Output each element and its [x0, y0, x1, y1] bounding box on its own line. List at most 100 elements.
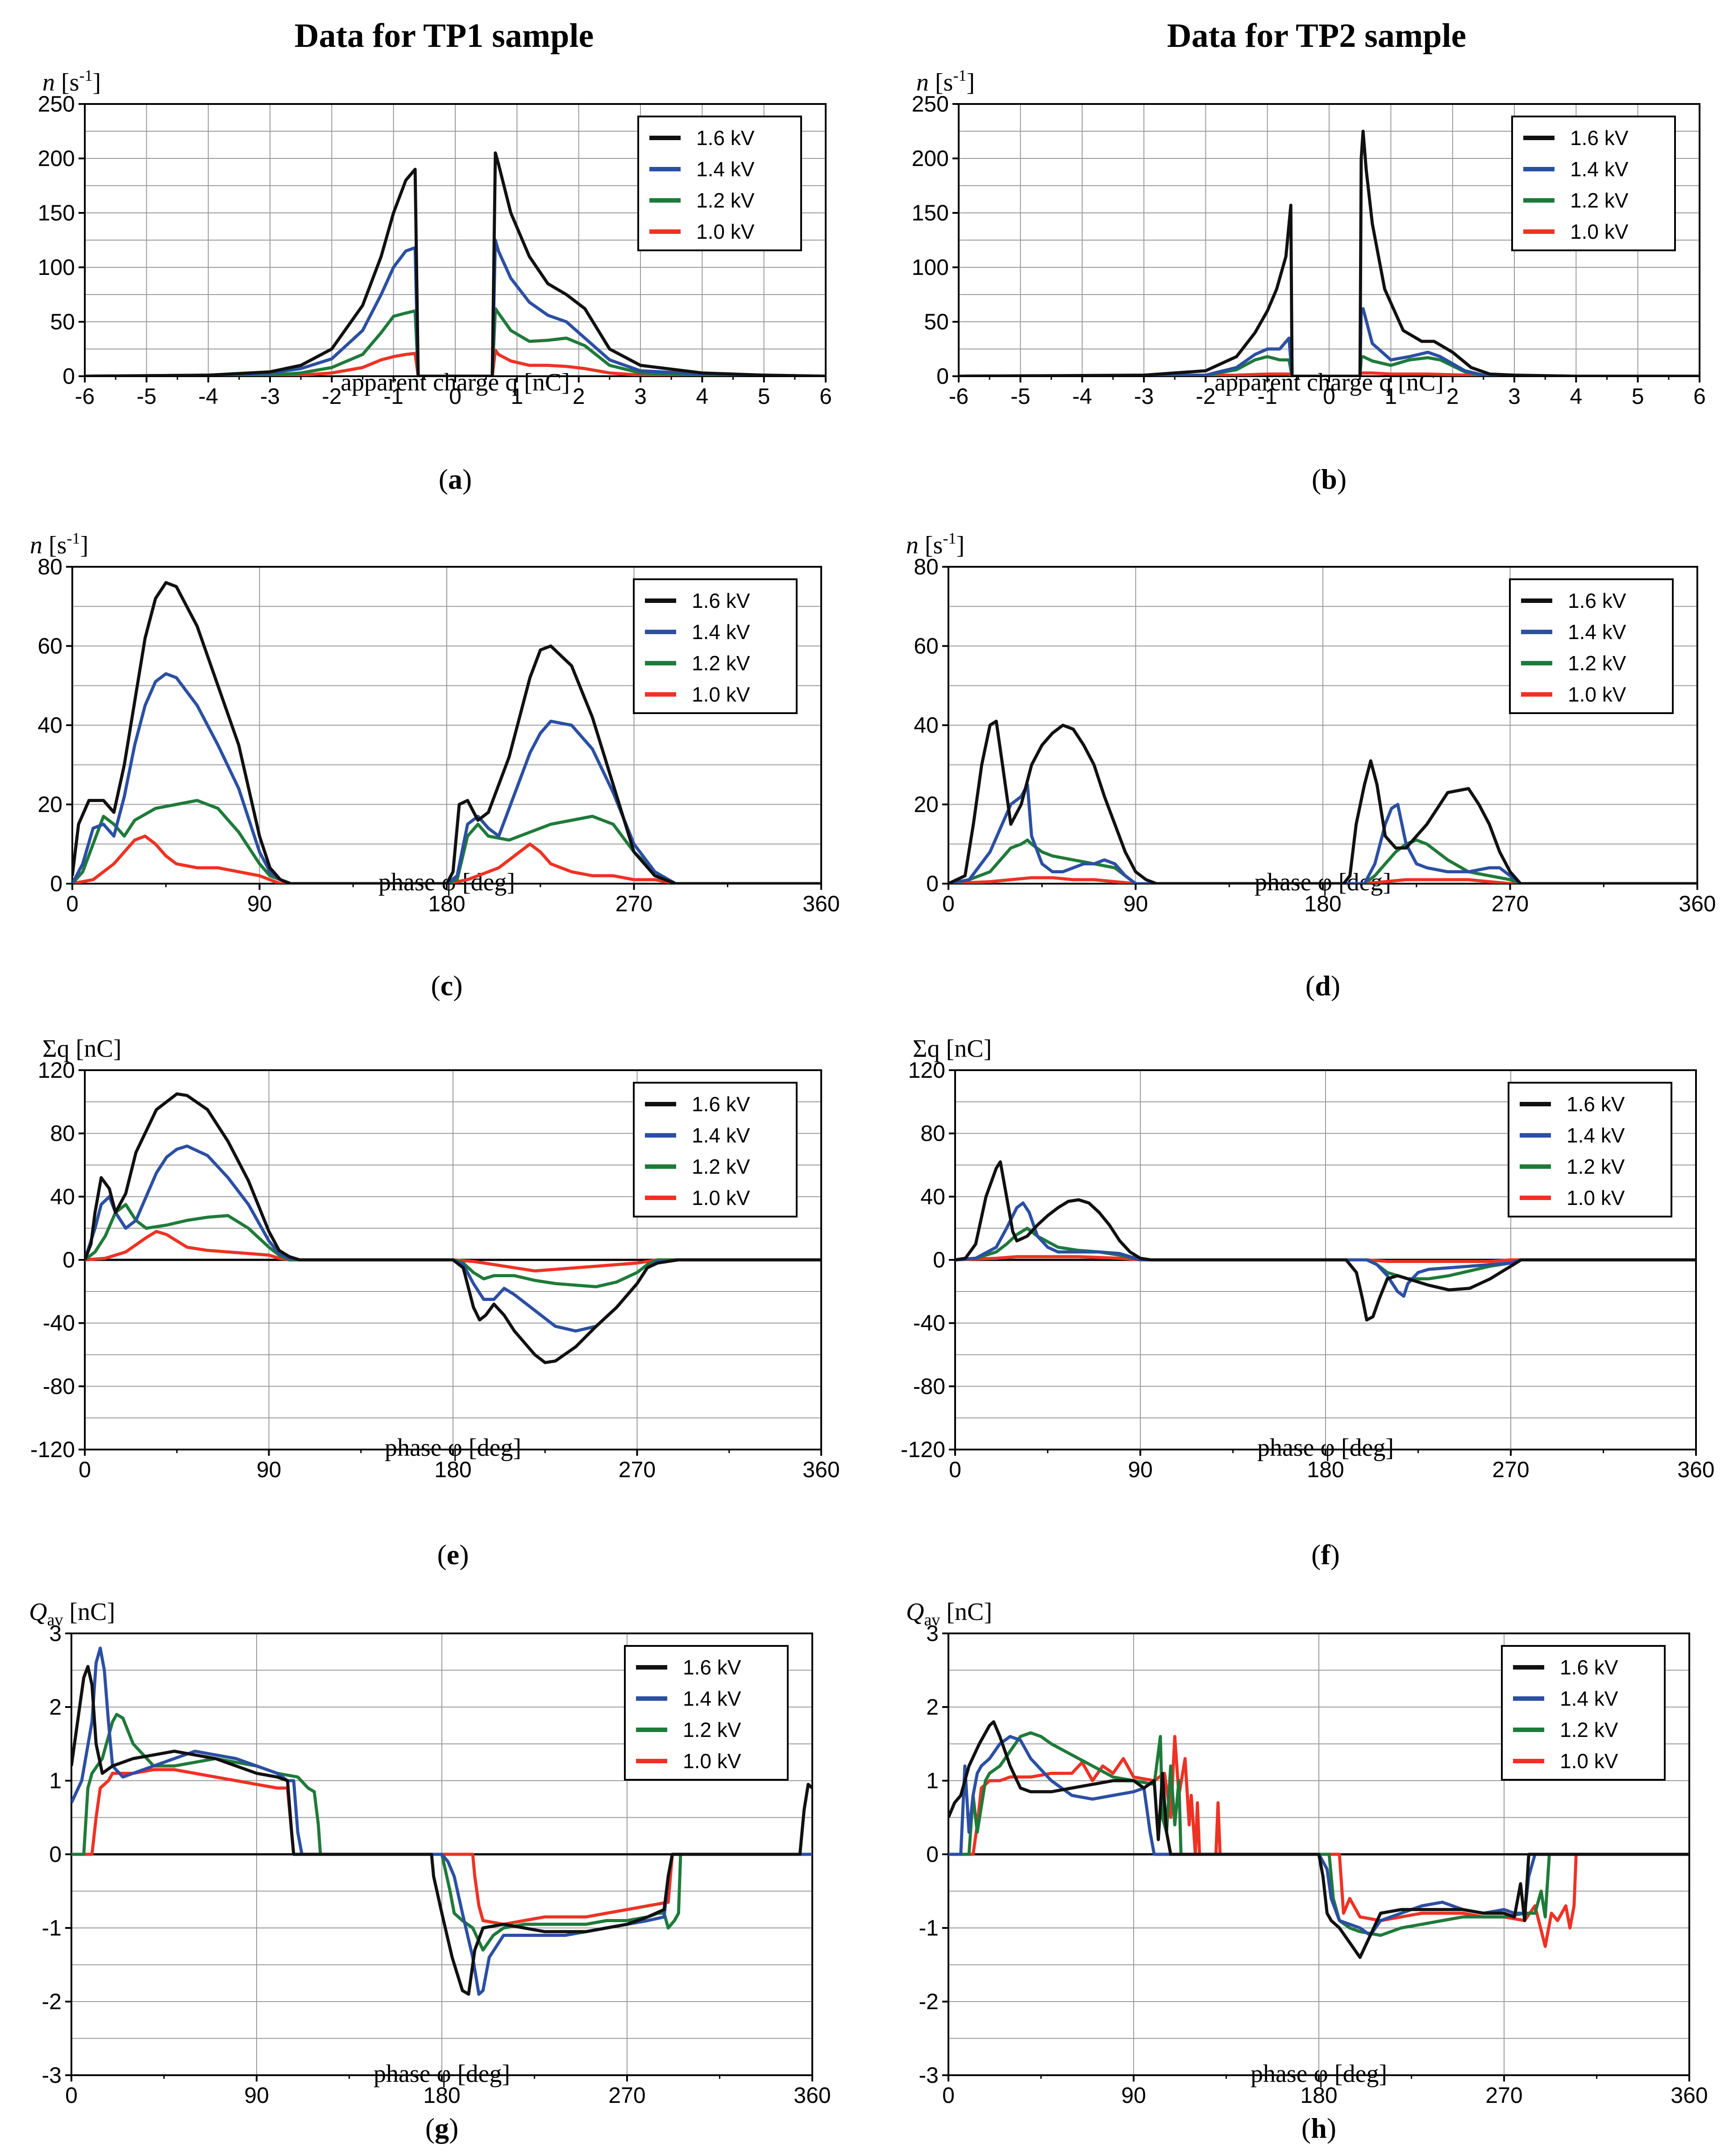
x-axis-label: phase φ [deg]: [374, 2060, 510, 2088]
panel-label: (b): [1312, 463, 1347, 495]
series-group: [959, 129, 1700, 376]
y-tick-label: 0: [933, 1247, 945, 1272]
x-tick-label: 90: [257, 1457, 282, 1482]
x-tick-label: 180: [1300, 2083, 1337, 2108]
y-tick-label: 200: [38, 146, 75, 171]
panel-label: (g): [425, 2112, 459, 2144]
panel-label: (c): [431, 970, 462, 1001]
x-tick-label: 270: [608, 2083, 645, 2108]
legend-label: 1.4 kV: [1560, 1687, 1618, 1710]
x-tick-label: 360: [802, 1457, 840, 1482]
chart-e: -120 -80 -40 0 40 80 120 0 90 180 270 360 Σq [nC] pha…: [30, 1035, 840, 1570]
x-tick-label: 360: [1677, 1457, 1714, 1482]
x-tick-label: 3: [1508, 384, 1521, 409]
x-tick-label: -2: [322, 384, 341, 409]
y-tick-label: 3: [926, 1621, 939, 1646]
y-tick-label: 60: [914, 634, 939, 659]
x-tick-label: -4: [198, 384, 218, 409]
y-tick-label: 0: [936, 364, 949, 389]
y-tick-label: -3: [919, 2063, 939, 2088]
legend: 1.6 kV 1.4 kV 1.2 kV 1.0 kV: [633, 578, 798, 714]
x-axis-label: apparent charge q [nC]: [341, 369, 570, 396]
x-tick-label: 1: [1384, 384, 1397, 409]
y-tick-label: 0: [62, 364, 75, 389]
legend-label: 1.2 kV: [1570, 189, 1629, 212]
x-tick-label: 90: [247, 891, 272, 916]
series-group: [85, 151, 826, 376]
legend-box: [633, 578, 798, 714]
x-tick-label: 360: [1671, 2083, 1708, 2108]
x-tick-label: 5: [758, 384, 770, 409]
legend-label: 1.0 kV: [1560, 1749, 1618, 1773]
y-tick-label: 250: [912, 91, 949, 116]
legend-label: 1.6 kV: [692, 589, 750, 612]
y-tick-label: 120: [908, 1058, 945, 1083]
chart-h: -3 -2 -1 0 1 2 3 0 90 180 270 360 Qav [nC] phase φ [d…: [906, 1598, 1708, 2144]
x-tick-label: 0: [66, 891, 79, 916]
series-line-16: [71, 1665, 812, 1996]
x-tick-label: -3: [1134, 384, 1154, 409]
x-tick-label: 180: [423, 2083, 460, 2108]
y-tick-label: 200: [912, 146, 949, 171]
y-tick-label: 40: [37, 713, 62, 738]
x-tick-label: 270: [1492, 891, 1529, 916]
y-tick-label: 40: [914, 713, 939, 738]
y-tick-label: 0: [50, 871, 62, 896]
y-tick-label: -1: [919, 1915, 939, 1940]
series-group: [72, 581, 821, 884]
x-tick-label: 0: [942, 2083, 955, 2108]
series-group: [71, 1646, 812, 1996]
y-tick-label: 50: [50, 309, 75, 334]
x-tick-label: -6: [949, 384, 968, 409]
y-tick-label: -40: [913, 1311, 945, 1336]
chart-a: 0 50 100 150 200 250 -6 -5 -4 -3 -2 -1 0 1 2 3 4 5 6 n [s-1…: [38, 66, 832, 495]
series-line-14: [72, 672, 821, 884]
y-tick-label: 0: [49, 1842, 62, 1867]
y-axis-label: n [s-1]: [906, 529, 964, 559]
y-tick-label: -2: [42, 1989, 62, 2014]
legend-label: 1.0 kV: [692, 683, 750, 706]
y-axis-label: Σq [nC]: [42, 1035, 121, 1063]
column-title-tp2: Data for TP2 sample: [1167, 17, 1467, 54]
y-tick-label: -1: [42, 1915, 62, 1940]
x-tick-label: 1: [511, 384, 523, 409]
y-tick-label: 60: [37, 634, 62, 659]
series-line-12: [948, 1731, 1689, 1937]
series-line-16: [948, 719, 1697, 884]
x-tick-label: 180: [1307, 1457, 1344, 1482]
legend-label: 1.6 kV: [683, 1656, 741, 1679]
legend-label: 1.6 kV: [1570, 126, 1629, 150]
legend-label: 1.2 kV: [1560, 1718, 1618, 1741]
x-tick-label: 360: [1679, 891, 1716, 916]
x-tick-label: 0: [449, 384, 461, 409]
series-group: [948, 1720, 1689, 1959]
x-tick-label: 0: [79, 1457, 91, 1482]
series-line-16: [948, 1720, 1689, 1959]
y-tick-label: 40: [920, 1184, 945, 1209]
x-tick-label: 180: [434, 1457, 471, 1482]
series-line-16: [85, 1092, 821, 1364]
chart-g: -3 -2 -1 0 1 2 3 0 90 180 270 360 Qav [nC] phase φ [d…: [29, 1598, 831, 2144]
y-tick-label: -2: [919, 1989, 939, 2014]
legend-label: 1.2 kV: [1567, 1155, 1625, 1178]
y-tick-label: 2: [49, 1695, 62, 1720]
legend-label: 1.0 kV: [683, 1749, 741, 1773]
legend-label: 1.6 kV: [1560, 1656, 1618, 1679]
x-tick-label: 2: [1447, 384, 1459, 409]
x-tick-label: 180: [1304, 891, 1341, 916]
series-group: [948, 719, 1697, 884]
legend: 1.6 kV 1.4 kV 1.2 kV 1.0 kV: [1508, 1082, 1672, 1217]
legend-label: 1.0 kV: [692, 1186, 750, 1209]
legend: 1.6 kV 1.4 kV 1.2 kV 1.0 kV: [1509, 578, 1674, 714]
y-tick-label: 80: [37, 554, 62, 579]
legend: 1.6 kV 1.4 kV 1.2 kV 1.0 kV: [1501, 1645, 1666, 1781]
x-tick-label: 270: [1485, 2083, 1522, 2108]
x-tick-label: 4: [1570, 384, 1582, 409]
legend-label: 1.4 kV: [1568, 620, 1626, 644]
x-tick-label: 180: [428, 891, 465, 916]
legend: 1.6 kV 1.4 kV 1.2 kV 1.0 kV: [633, 1082, 798, 1217]
y-tick-label: 100: [912, 255, 949, 280]
y-tick-label: 1: [49, 1768, 62, 1793]
